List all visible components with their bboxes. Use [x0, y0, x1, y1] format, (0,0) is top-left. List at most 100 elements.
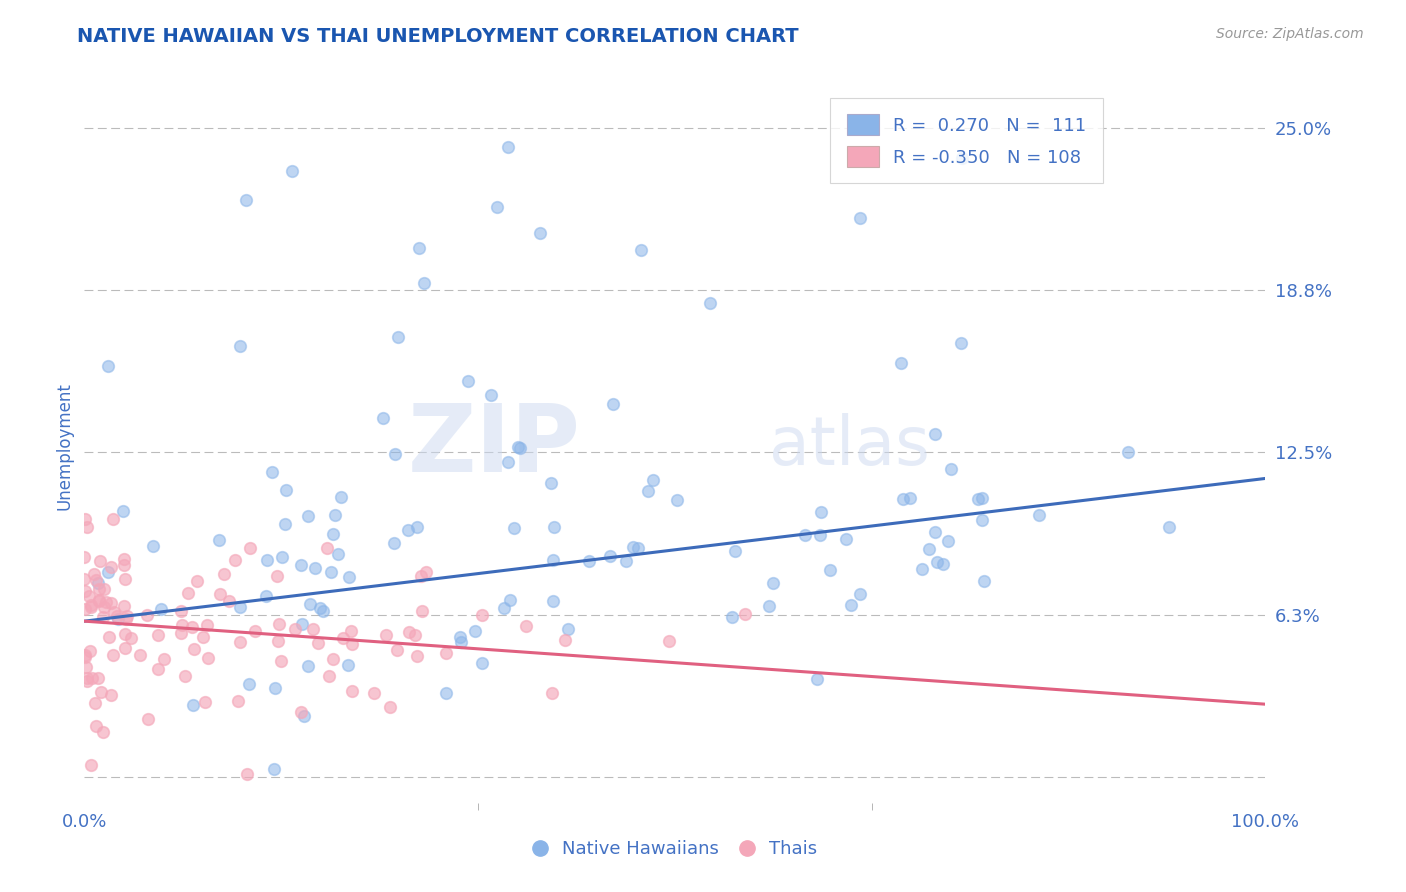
- Point: [281, 163, 304, 178]
- Point: [309, 601, 332, 615]
- Point: [82, 671, 104, 685]
- Point: [73, 602, 96, 616]
- Point: [373, 411, 395, 425]
- Point: [239, 541, 262, 555]
- Point: [266, 569, 288, 583]
- Point: [339, 624, 361, 638]
- Point: [543, 519, 565, 533]
- Point: [329, 490, 352, 504]
- Point: [114, 627, 136, 641]
- Point: [254, 590, 277, 604]
- Point: [146, 662, 169, 676]
- Point: [101, 648, 124, 663]
- Point: [290, 558, 312, 572]
- Point: [97, 566, 120, 580]
- Point: [387, 330, 409, 344]
- Point: [149, 601, 172, 615]
- Point: [100, 596, 122, 610]
- Point: [93, 600, 115, 615]
- Point: [243, 624, 266, 638]
- Point: [449, 630, 471, 644]
- Point: [80, 758, 103, 772]
- Point: [112, 599, 135, 613]
- Point: [643, 473, 665, 487]
- Point: [226, 693, 249, 707]
- Point: [153, 651, 176, 665]
- Point: [898, 491, 921, 506]
- Point: [630, 243, 652, 257]
- Point: [502, 521, 524, 535]
- Point: [115, 612, 138, 626]
- Point: [89, 582, 111, 596]
- Point: [398, 624, 420, 639]
- Point: [973, 574, 995, 588]
- Point: [208, 587, 231, 601]
- Point: [238, 677, 260, 691]
- Point: [408, 241, 430, 255]
- Point: [89, 592, 111, 607]
- Point: [84, 719, 107, 733]
- Point: [322, 652, 344, 666]
- Point: [89, 593, 111, 607]
- Point: [806, 672, 828, 686]
- Point: [621, 541, 644, 555]
- Point: [98, 630, 121, 644]
- Point: [326, 547, 349, 561]
- Point: [260, 465, 283, 479]
- Point: [114, 640, 136, 655]
- Point: [87, 576, 110, 591]
- Point: [91, 610, 114, 624]
- Point: [112, 558, 135, 572]
- Point: [304, 561, 326, 575]
- Point: [84, 696, 107, 710]
- Point: [181, 698, 204, 712]
- Point: [229, 600, 252, 615]
- Point: [112, 551, 135, 566]
- Point: [540, 475, 562, 490]
- Point: [970, 491, 993, 505]
- Point: [270, 549, 292, 564]
- Point: [627, 541, 650, 555]
- Point: [509, 442, 531, 456]
- Point: [411, 604, 433, 618]
- Point: [835, 532, 858, 546]
- Point: [496, 455, 519, 469]
- Point: [91, 725, 114, 739]
- Point: [186, 574, 208, 588]
- Point: [384, 447, 406, 461]
- Point: [496, 140, 519, 154]
- Point: [170, 626, 193, 640]
- Point: [235, 767, 257, 781]
- Point: [578, 554, 600, 568]
- Point: [508, 441, 530, 455]
- Point: [83, 566, 105, 581]
- Point: [363, 685, 385, 699]
- Point: [115, 608, 138, 623]
- Point: [849, 211, 872, 225]
- Point: [450, 635, 472, 649]
- Point: [107, 612, 129, 626]
- Point: [554, 632, 576, 647]
- Point: [665, 492, 688, 507]
- Point: [924, 426, 946, 441]
- Point: [267, 617, 290, 632]
- Point: [142, 539, 165, 553]
- Point: [848, 587, 870, 601]
- Point: [332, 631, 354, 645]
- Point: [599, 549, 621, 563]
- Point: [193, 630, 215, 644]
- Point: [76, 519, 98, 533]
- Point: [73, 583, 96, 598]
- Point: [90, 684, 112, 698]
- Point: [724, 544, 747, 558]
- Point: [323, 508, 346, 522]
- Point: [614, 554, 637, 568]
- Point: [173, 669, 195, 683]
- Point: [316, 541, 339, 556]
- Point: [89, 554, 111, 568]
- Point: [939, 462, 962, 476]
- Point: [337, 570, 360, 584]
- Point: [170, 618, 193, 632]
- Point: [291, 616, 314, 631]
- Point: [541, 593, 564, 607]
